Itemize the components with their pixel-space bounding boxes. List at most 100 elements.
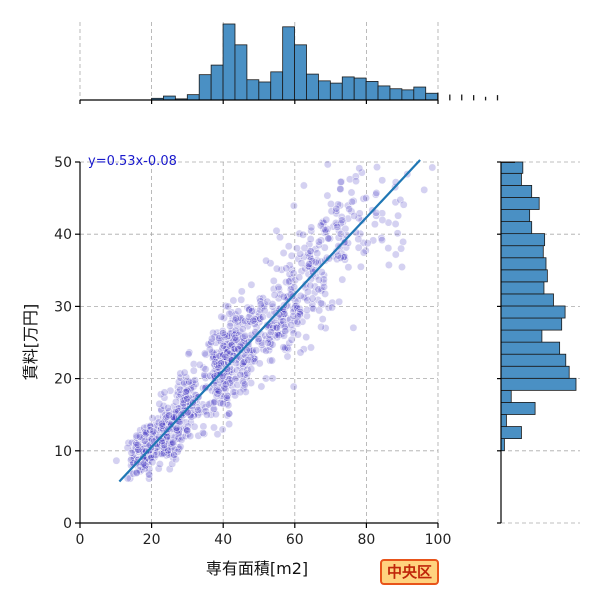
- scatter-point: [231, 310, 240, 319]
- scatter-point: [132, 469, 141, 477]
- scatter-point: [317, 299, 326, 308]
- scatter-point: [284, 242, 293, 251]
- scatter-point: [337, 213, 346, 221]
- scatter-point: [133, 440, 142, 449]
- scatter-point: [203, 410, 211, 419]
- scatter-point: [319, 278, 328, 287]
- scatter-point: [373, 163, 381, 172]
- scatter-point: [317, 322, 326, 331]
- scatter-point: [394, 211, 403, 220]
- scatter-point: [321, 324, 330, 333]
- scatter-point: [428, 163, 437, 172]
- region-badge: 中央区: [380, 559, 440, 585]
- scatter-point: [357, 168, 366, 177]
- scatter-point: [240, 370, 249, 379]
- scatter-point: [227, 308, 236, 317]
- scatter-point: [266, 342, 274, 351]
- scatter-point: [156, 449, 165, 458]
- scatter-point: [151, 451, 160, 459]
- scatter-point: [354, 214, 363, 223]
- scatter-point: [308, 294, 317, 303]
- right-hist-bar: [500, 245, 544, 259]
- scatter-point: [247, 307, 256, 316]
- scatter-point: [276, 233, 284, 242]
- scatter-point: [255, 294, 264, 303]
- scatter-point: [372, 189, 381, 197]
- scatter-point: [397, 244, 406, 253]
- scatter-point: [289, 201, 298, 210]
- scatter-point: [288, 326, 297, 335]
- scatter-point: [256, 297, 265, 306]
- scatter-point: [243, 369, 252, 378]
- scatter-point: [318, 315, 327, 324]
- scatter-point: [295, 273, 304, 282]
- scatter-point: [169, 413, 178, 422]
- right-hist-bar: [500, 161, 524, 174]
- scatter-point: [321, 226, 330, 234]
- scatter-point: [214, 363, 223, 372]
- top-hist-bar: [484, 96, 487, 101]
- scatter-point: [321, 289, 330, 298]
- scatter-point: [336, 253, 345, 262]
- scatter-point: [218, 425, 227, 434]
- scatter-point: [238, 319, 247, 328]
- right-hist-bar: [500, 172, 522, 186]
- top-hist-bar: [353, 77, 367, 101]
- scatter-point: [171, 455, 180, 464]
- scatter-point: [306, 235, 315, 244]
- scatter-point: [282, 278, 290, 287]
- scatter-point: [362, 194, 370, 202]
- scatter-point: [272, 226, 281, 235]
- y-tick-label: 40: [54, 227, 72, 243]
- scatter-point: [213, 389, 222, 398]
- top-hist-bar: [198, 74, 212, 101]
- scatter-point: [332, 209, 341, 218]
- scatter-point: [372, 211, 381, 220]
- scatter-point: [324, 303, 333, 312]
- scatter-point: [336, 230, 345, 238]
- scatter-point: [384, 261, 393, 269]
- scatter-point: [175, 377, 183, 386]
- scatter-point: [323, 160, 332, 169]
- top-hist-bar: [413, 86, 427, 101]
- scatter-point: [219, 399, 227, 408]
- scatter-point: [378, 209, 387, 218]
- scatter-point: [378, 236, 386, 245]
- right-hist-bar: [500, 402, 536, 415]
- scatter-point: [315, 237, 323, 246]
- scatter-point: [112, 456, 121, 465]
- scatter-point: [200, 349, 209, 358]
- top-hist-bar: [389, 88, 403, 101]
- scatter-point: [378, 176, 387, 185]
- x-tick-label: 80: [357, 532, 375, 548]
- scatter-point: [287, 274, 296, 283]
- scatter-point: [236, 370, 245, 379]
- scatter-point: [208, 334, 216, 343]
- scatter-point: [262, 256, 271, 265]
- scatter-point: [176, 442, 185, 451]
- scatter-point: [354, 235, 363, 244]
- scatter-point: [182, 425, 190, 434]
- scatter-point: [306, 247, 315, 256]
- scatter-point: [244, 355, 253, 364]
- scatter-point: [221, 302, 230, 310]
- scatter-point: [214, 386, 223, 395]
- scatter-point: [289, 329, 298, 338]
- scatter-point: [352, 177, 360, 186]
- right-hist-bar: [500, 377, 577, 391]
- scatter-point: [201, 365, 210, 374]
- scatter-point: [268, 302, 277, 311]
- scatter-point: [297, 259, 306, 268]
- right-hist-bar: [500, 414, 507, 427]
- scatter-point: [279, 249, 288, 257]
- right-hist-bar: [500, 305, 566, 319]
- scatter-point: [181, 388, 190, 396]
- top-hist-bar: [306, 73, 319, 101]
- scatter-point: [180, 368, 189, 377]
- scatter-point: [317, 268, 326, 277]
- scatter-point: [334, 251, 343, 260]
- scatter-point: [305, 260, 314, 269]
- right-hist-bar: [500, 209, 531, 222]
- scatter-point: [252, 346, 261, 355]
- top-hist-bar: [496, 95, 499, 101]
